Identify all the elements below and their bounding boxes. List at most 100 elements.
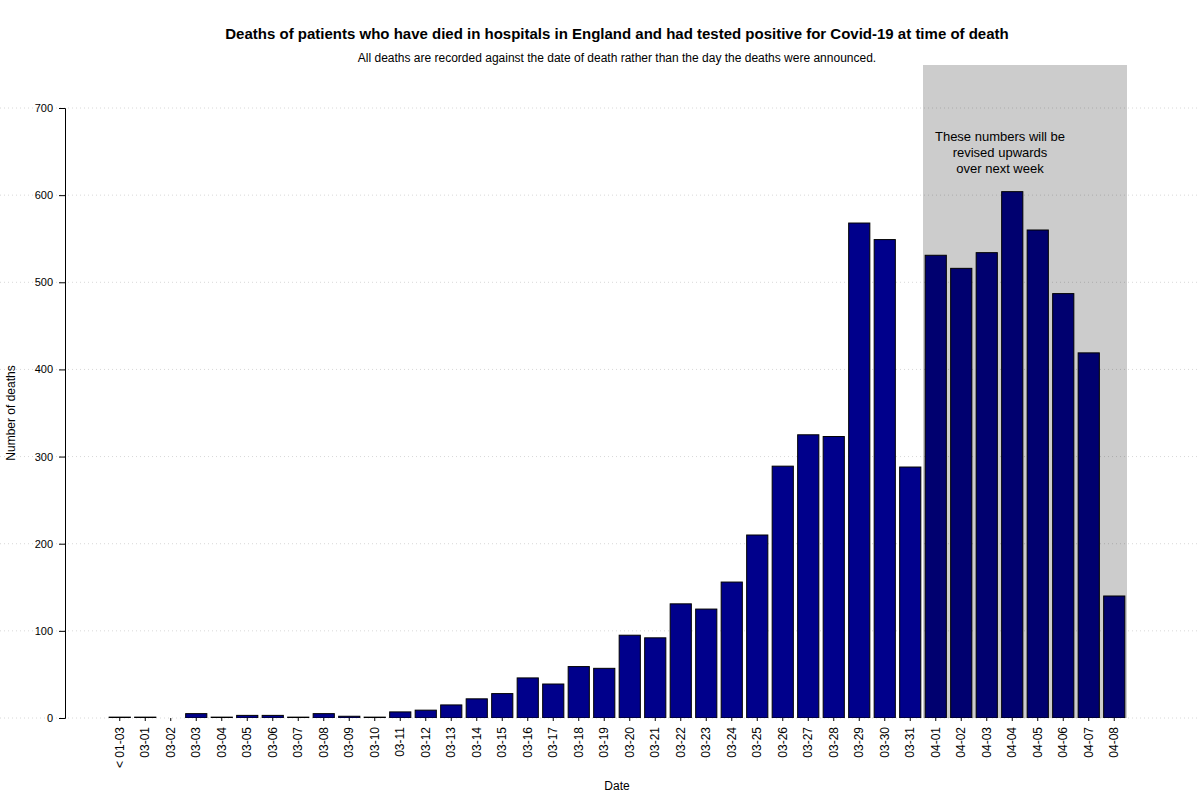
tick-mark [59, 195, 65, 196]
bar [288, 717, 309, 718]
tick-mark [1037, 718, 1038, 721]
tick-label: 03-26 [776, 727, 790, 758]
tick: 03-28 [827, 718, 841, 758]
tick: 03-14 [470, 718, 484, 758]
tick-label: 04-05 [1031, 727, 1045, 758]
bar [364, 717, 385, 718]
tick-label: 03-08 [317, 727, 331, 758]
tick-mark [961, 718, 962, 721]
tick-mark [731, 718, 732, 721]
tick-mark [196, 718, 197, 721]
tick-mark [706, 718, 707, 721]
bar [390, 712, 411, 718]
tick-mark [502, 718, 503, 721]
tick-label: 03-18 [572, 727, 586, 758]
tick: 03-09 [342, 718, 356, 758]
bar [109, 717, 130, 718]
bar [619, 635, 640, 718]
tick: 03-15 [495, 718, 509, 758]
tick-label: 03-22 [674, 727, 688, 758]
annotation: over next week [956, 161, 1044, 176]
tick: 03-31 [903, 718, 917, 758]
bar [466, 699, 487, 718]
tick-mark [553, 718, 554, 721]
tick-mark [910, 718, 911, 721]
tick: < 01-03 [113, 718, 127, 768]
annotation: These numbers will be [935, 129, 1065, 144]
tick: 300 [35, 451, 65, 463]
tick-label: 03-21 [648, 727, 662, 758]
tick-mark [1114, 718, 1115, 721]
bar [670, 604, 691, 718]
bar [721, 582, 742, 718]
tick-label: 04-01 [929, 727, 943, 758]
tick: 03-18 [572, 718, 586, 758]
tick: 03-13 [444, 718, 458, 758]
tick: 400 [35, 363, 65, 375]
tick-label: 600 [35, 189, 53, 201]
tick: 03-19 [597, 718, 611, 758]
tick-mark [247, 718, 248, 721]
tick: 04-01 [929, 718, 943, 758]
x-axis: < 01-0303-0103-0203-0303-0403-0503-0603-… [113, 718, 1121, 768]
tick-label: 03-20 [623, 727, 637, 758]
bar [211, 717, 232, 718]
tick-mark [374, 718, 375, 721]
tick-mark [527, 718, 528, 721]
tick-mark [451, 718, 452, 721]
tick-mark [1063, 718, 1064, 721]
tick: 03-07 [291, 718, 305, 758]
tick-mark [349, 718, 350, 721]
tick-mark [323, 718, 324, 721]
tick-label: 03-15 [495, 727, 509, 758]
y-axis-title: Number of deaths [4, 365, 18, 460]
tick-label: 03-25 [750, 727, 764, 758]
tick-label: < 01-03 [113, 727, 127, 768]
tick: 200 [35, 538, 65, 550]
tick: 03-02 [164, 718, 178, 758]
tick-label: 03-09 [342, 727, 356, 758]
tick-label: 03-24 [725, 727, 739, 758]
tick-mark [272, 718, 273, 721]
bar [262, 715, 283, 718]
tick-label: 03-10 [368, 727, 382, 758]
tick-mark [298, 718, 299, 721]
bar [568, 667, 589, 718]
tick: 04-08 [1107, 718, 1121, 758]
bar [772, 466, 793, 718]
tick: 700 [35, 102, 65, 114]
tick-mark [986, 718, 987, 721]
tick-label: 03-29 [852, 727, 866, 758]
tick-mark [629, 718, 630, 721]
tick: 03-01 [138, 718, 152, 758]
tick: 600 [35, 189, 65, 201]
tick-mark [59, 457, 65, 458]
y-axis: 0100200300400500600700 [35, 102, 66, 724]
tick-label: 04-07 [1082, 727, 1096, 758]
bar [798, 435, 819, 718]
tick: 100 [35, 625, 65, 637]
tick-label: 04-02 [954, 727, 968, 758]
bar [237, 715, 258, 718]
tick-label: 200 [35, 538, 53, 550]
bar [900, 467, 921, 718]
tick-label: 04-08 [1107, 727, 1121, 758]
tick-mark [476, 718, 477, 721]
tick: 03-29 [852, 718, 866, 758]
tick-mark [400, 718, 401, 721]
tick: 03-23 [699, 718, 713, 758]
bar [339, 716, 360, 718]
tick-label: 04-06 [1056, 727, 1070, 758]
tick-label: 03-03 [189, 727, 203, 758]
tick: 04-05 [1031, 718, 1045, 758]
tick: 03-25 [750, 718, 764, 758]
tick: 04-02 [954, 718, 968, 758]
bar [696, 609, 717, 718]
bar [160, 718, 181, 719]
bar [517, 678, 538, 718]
tick-mark [808, 718, 809, 721]
tick-label: 03-02 [164, 727, 178, 758]
bar [135, 717, 156, 718]
tick-mark [59, 544, 65, 545]
tick-label: 03-04 [215, 727, 229, 758]
